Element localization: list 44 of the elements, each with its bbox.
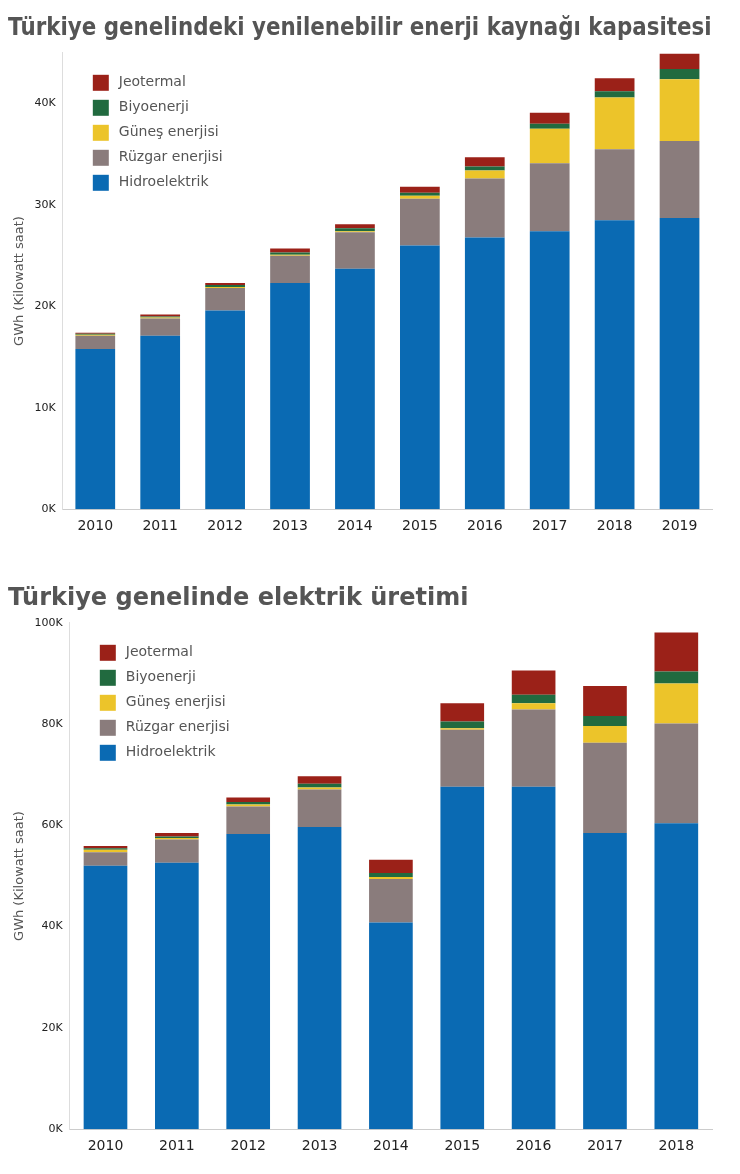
x-tick-label: 2017 <box>531 517 568 534</box>
x-tick-label: 2015 <box>444 1137 481 1154</box>
legend-label: Rüzgar enerjisi <box>125 718 230 735</box>
y-tick-label: 20K <box>41 1020 64 1034</box>
legend-label: Hidroelektrik <box>125 743 217 760</box>
y-tick-label: 80K <box>41 716 64 730</box>
x-tick-label: 2016 <box>515 1137 552 1154</box>
y-tick-label: 100K <box>34 615 64 629</box>
x-tick-label: 2010 <box>87 1137 124 1154</box>
x-tick-label: 2015 <box>402 517 438 534</box>
y-axis-title: GWh (Kilowatt saat) <box>11 216 27 346</box>
chart-title: Türkiye genelinde elektrik üretimi <box>8 582 469 611</box>
y-tick-label: 0K <box>41 502 57 516</box>
y-tick-label: 10K <box>34 400 57 414</box>
x-tick-label: 2012 <box>207 517 243 534</box>
x-tick-label: 2013 <box>272 517 308 534</box>
x-tick-label: 2010 <box>77 517 114 534</box>
legend-label: Rüzgar enerjisi <box>118 148 223 165</box>
y-tick-label: 0K <box>48 1122 64 1136</box>
x-tick-label: 2018 <box>596 517 633 534</box>
y-axis-title: GWh (Kilowatt saat) <box>11 811 27 941</box>
legend-label: Biyoenerji <box>118 98 189 115</box>
legend-label: Biyoenerji <box>125 668 196 685</box>
x-tick-label: 2014 <box>373 1137 409 1154</box>
y-tick-label: 30K <box>34 197 57 211</box>
chart-title: Türkiye genelindeki yenilenebilir enerji kaynağı kapasitesi <box>8 12 712 40</box>
legend-label: Jeotermal <box>124 643 193 660</box>
x-tick-label: 2012 <box>230 1137 267 1154</box>
x-tick-label: 2017 <box>587 1137 623 1154</box>
x-tick-label: 2018 <box>658 1137 695 1154</box>
y-tick-label: 60K <box>41 818 64 832</box>
legend-label: Hidroelektrik <box>118 173 210 190</box>
x-tick-label: 2019 <box>661 517 698 534</box>
y-tick-label: 40K <box>34 96 57 110</box>
legend-label: Güneş enerjisi <box>125 693 226 710</box>
legend-label: Güneş enerjisi <box>118 123 219 140</box>
legend-label: Jeotermal <box>117 73 186 90</box>
x-tick-label: 2013 <box>301 1137 338 1154</box>
x-tick-label: 2016 <box>466 517 503 534</box>
x-tick-label: 2011 <box>159 1137 195 1154</box>
y-tick-label: 20K <box>34 299 57 313</box>
y-tick-label: 40K <box>41 919 64 933</box>
x-tick-label: 2011 <box>142 517 179 534</box>
x-tick-label: 2014 <box>337 517 373 534</box>
